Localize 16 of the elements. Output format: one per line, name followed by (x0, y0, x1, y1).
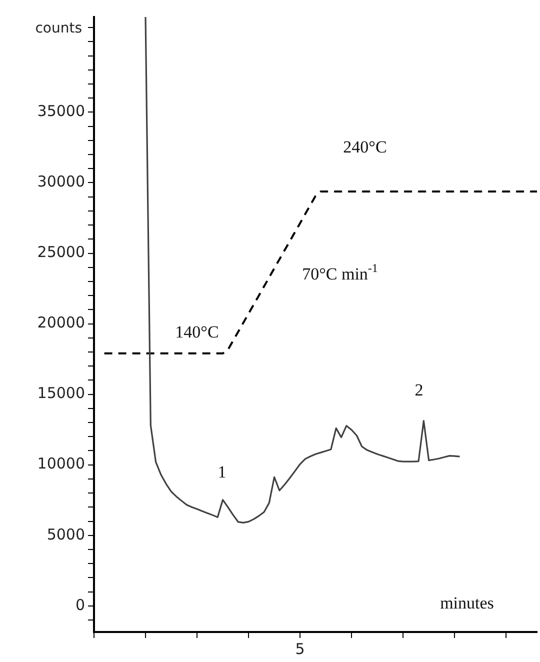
y-tick-label: 0 (75, 596, 85, 614)
y-tick-label: 15000 (37, 384, 85, 402)
y-tick-label: 35000 (37, 102, 85, 120)
y-axis-title: counts (35, 20, 82, 37)
x-axis-title: minutes (440, 593, 494, 612)
annotation: 240°C (343, 137, 387, 156)
y-tick-label: 5000 (46, 525, 85, 544)
annotation: 1 (218, 462, 226, 482)
y-tick-label: 20000 (37, 314, 85, 332)
x-tick-label: 5 (295, 640, 305, 658)
line-series (103, 190, 538, 354)
y-tick-label: 25000 (37, 243, 85, 262)
annotation: 2 (414, 380, 424, 400)
y-tick-label: 30000 (37, 172, 85, 191)
y-tick-label: 10000 (37, 454, 85, 473)
annotation: 140°C (175, 322, 219, 342)
